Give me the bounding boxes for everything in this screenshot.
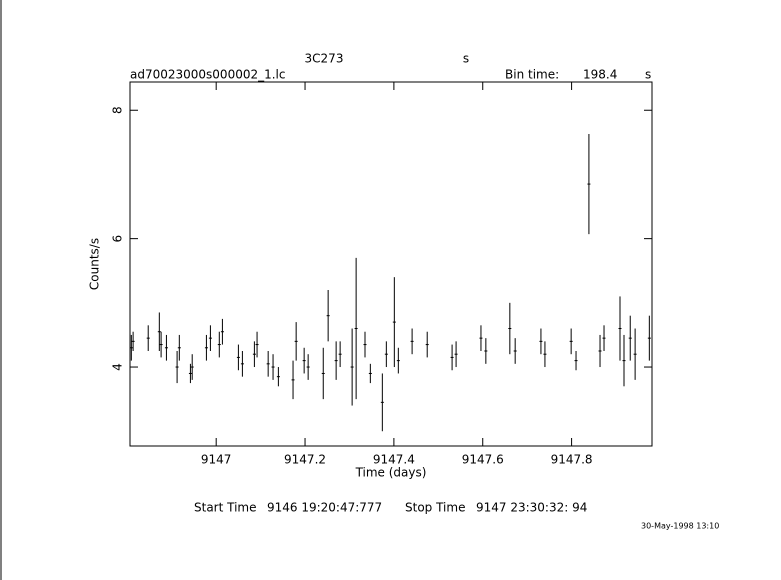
timestamp: 30-May-1998 13:10 <box>641 522 719 531</box>
x-tick-label: 9147.2 <box>284 453 326 467</box>
x-tick-label: 9147 <box>201 453 232 467</box>
x-tick-label: 9147.4 <box>373 453 415 467</box>
bin-time: 198.4 <box>583 68 617 82</box>
start-time-label: Start Time <box>194 501 257 515</box>
chart-title: 3C273 <box>305 52 344 66</box>
file-name: ad70023000s000002_1.lc <box>130 68 286 82</box>
bin-time-label: Bin time: <box>505 68 559 82</box>
y-tick-label: 6 <box>111 235 125 243</box>
y-tick-label: 8 <box>111 106 125 114</box>
start-time: 9146 19:20:47:777 <box>267 501 382 515</box>
y-axis-label: Counts/s <box>88 238 102 290</box>
stop-time: 9147 23:30:32: 94 <box>476 501 587 515</box>
y-tick-label: 4 <box>111 363 125 371</box>
x-axis-label: Time (days) <box>355 466 427 480</box>
title-suffix: s <box>463 52 469 66</box>
bin-time-unit: s <box>645 68 651 82</box>
x-tick-label: 9147.8 <box>551 453 593 467</box>
stop-time-label: Stop Time <box>405 501 465 515</box>
x-tick-label: 9147.6 <box>462 453 504 467</box>
plot-frame <box>129 81 653 447</box>
